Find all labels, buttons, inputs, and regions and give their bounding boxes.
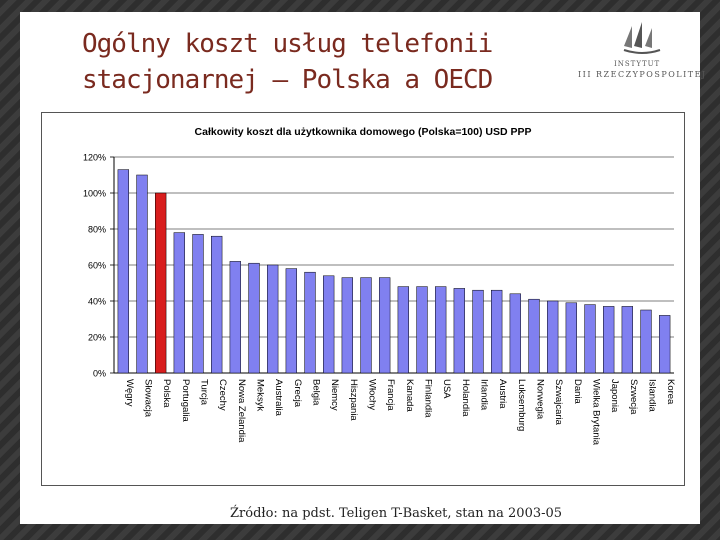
x-tick-label: Francja	[385, 379, 396, 411]
chart-container: Całkowity koszt dla użytkownika domowego…	[41, 112, 685, 486]
x-tick-label: Wielka Brytania	[591, 379, 602, 446]
y-tick-label: 100%	[83, 189, 106, 199]
y-tick-label: 80%	[88, 225, 106, 235]
bar	[379, 277, 391, 374]
bar	[341, 277, 353, 374]
bar	[360, 277, 372, 374]
bar	[453, 288, 465, 374]
x-tick-label: Finlandia	[423, 379, 434, 418]
bar	[416, 286, 428, 374]
x-tick-label: Niemcy	[329, 379, 340, 411]
x-tick-label: Austria	[497, 379, 508, 409]
x-tick-label: Hiszpania	[348, 379, 359, 421]
bar	[323, 275, 335, 374]
bar	[547, 300, 559, 374]
x-tick-label: Belgia	[311, 379, 322, 406]
logo-text-2: III RZECZYPOSPOLITEJ	[578, 70, 707, 79]
x-tick-label: Islandia	[647, 379, 658, 412]
x-tick-label: Portugalia	[180, 379, 191, 422]
x-tick-label: Nowa Zelandia	[236, 379, 247, 443]
bar	[285, 268, 297, 374]
x-tick-label: Turcja	[199, 379, 210, 406]
title-line-2: stacjonarnej – Polska a OECD	[82, 65, 493, 95]
bar	[435, 286, 447, 374]
bar	[640, 309, 652, 374]
bar	[472, 289, 484, 374]
bar	[229, 261, 241, 374]
x-tick-label: Słowacja	[143, 379, 154, 418]
bar	[155, 192, 167, 374]
bar	[603, 306, 615, 374]
slide-title: Ogólny koszt usług telefonii stacjonarne…	[82, 26, 493, 98]
y-tick-label: 120%	[83, 153, 106, 163]
bar	[117, 169, 129, 374]
x-tick-label: Korea	[665, 379, 676, 405]
chart-title: Całkowity koszt dla użytkownika domowego…	[195, 126, 532, 138]
bar	[565, 302, 577, 374]
x-tick-label: Polska	[161, 379, 172, 408]
bar	[304, 271, 316, 374]
x-tick-label: Meksyk	[255, 379, 266, 411]
x-tick-label: Australia	[273, 379, 284, 417]
x-tick-label: Dania	[572, 379, 583, 405]
bar	[659, 315, 671, 374]
bar	[173, 232, 185, 374]
ship-icon	[623, 22, 661, 54]
y-tick-label: 0%	[93, 369, 106, 379]
y-tick-label: 40%	[88, 297, 106, 307]
slide: Ogólny koszt usług telefonii stacjonarne…	[20, 12, 705, 524]
title-line-1: Ogólny koszt usług telefonii	[82, 29, 493, 59]
x-tick-label: USA	[441, 379, 452, 399]
x-tick-label: Japonia	[609, 379, 620, 413]
bar	[509, 293, 521, 374]
x-tick-label: Węgry	[124, 379, 135, 407]
x-tick-label: Szwajcaria	[553, 379, 564, 426]
bar	[584, 304, 596, 374]
bar	[267, 264, 279, 374]
bar	[621, 306, 633, 374]
institute-logo: INSTYTUT III RZECZYPOSPOLITEJ	[572, 20, 705, 80]
bar-chart: Całkowity koszt dla użytkownika domowego…	[83, 126, 676, 446]
bar	[136, 174, 148, 374]
logo-text-1: INSTYTUT	[614, 60, 661, 68]
x-tick-label: Włochy	[367, 379, 378, 410]
x-tick-label: Szwecja	[628, 379, 639, 415]
x-tick-label: Grecja	[292, 379, 303, 408]
bar	[192, 234, 204, 374]
source-note: Źródło: na pdst. Teligen T-Basket, stan …	[230, 506, 563, 521]
x-tick-label: Czechy	[217, 379, 228, 411]
x-tick-label: Holandia	[460, 379, 471, 417]
bar	[397, 286, 409, 374]
x-tick-label: Kanada	[404, 379, 415, 412]
y-tick-label: 60%	[88, 261, 106, 271]
x-tick-label: Norwegia	[535, 379, 546, 420]
bar	[528, 298, 540, 374]
bar	[248, 262, 260, 374]
bar	[491, 289, 503, 374]
x-tick-label: Luksemburg	[516, 379, 527, 431]
y-tick-label: 20%	[88, 333, 106, 343]
x-tick-label: Irlandia	[479, 379, 490, 411]
bar	[211, 235, 223, 374]
